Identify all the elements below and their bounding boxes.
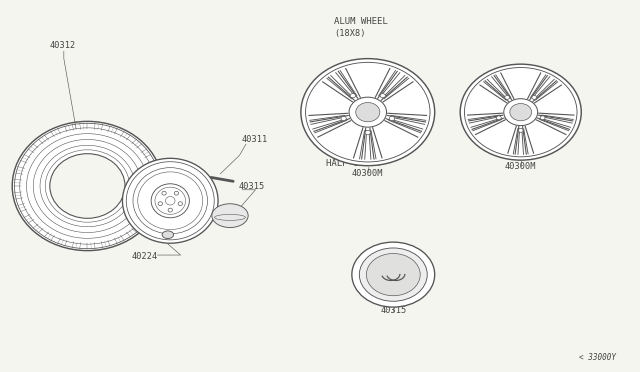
Ellipse shape bbox=[168, 208, 172, 212]
Ellipse shape bbox=[301, 59, 435, 166]
Ellipse shape bbox=[389, 116, 395, 121]
Ellipse shape bbox=[467, 70, 574, 154]
Ellipse shape bbox=[178, 202, 182, 206]
Ellipse shape bbox=[532, 96, 537, 99]
Ellipse shape bbox=[12, 121, 163, 251]
Text: 40311: 40311 bbox=[241, 135, 268, 144]
Ellipse shape bbox=[504, 99, 538, 126]
Ellipse shape bbox=[540, 116, 545, 120]
Text: 40315: 40315 bbox=[380, 306, 406, 315]
Text: < 33000Y: < 33000Y bbox=[579, 353, 616, 362]
Ellipse shape bbox=[174, 191, 179, 195]
Text: 40300M: 40300M bbox=[352, 169, 383, 178]
Ellipse shape bbox=[122, 158, 218, 243]
Ellipse shape bbox=[380, 93, 385, 98]
Ellipse shape bbox=[460, 64, 581, 160]
Ellipse shape bbox=[309, 65, 427, 159]
Ellipse shape bbox=[162, 191, 166, 195]
Ellipse shape bbox=[352, 242, 435, 307]
Text: 40315: 40315 bbox=[239, 182, 265, 191]
Text: 40312: 40312 bbox=[50, 41, 76, 49]
Ellipse shape bbox=[50, 154, 125, 218]
Text: 40300M: 40300M bbox=[505, 162, 536, 171]
Ellipse shape bbox=[166, 196, 175, 205]
Text: HALF COVER: HALF COVER bbox=[326, 159, 380, 168]
Ellipse shape bbox=[518, 128, 523, 132]
Ellipse shape bbox=[341, 116, 346, 121]
Ellipse shape bbox=[497, 116, 501, 120]
Ellipse shape bbox=[151, 184, 189, 218]
Ellipse shape bbox=[349, 97, 387, 127]
Text: (18X8): (18X8) bbox=[334, 29, 365, 38]
Ellipse shape bbox=[359, 248, 428, 301]
Text: 40224: 40224 bbox=[132, 252, 158, 261]
Ellipse shape bbox=[158, 202, 163, 206]
Ellipse shape bbox=[212, 204, 248, 228]
Ellipse shape bbox=[133, 168, 207, 234]
Text: ALUM WHEEL: ALUM WHEEL bbox=[334, 16, 388, 26]
Ellipse shape bbox=[365, 130, 371, 135]
Ellipse shape bbox=[350, 93, 356, 98]
Ellipse shape bbox=[510, 103, 532, 121]
Ellipse shape bbox=[366, 253, 420, 296]
Ellipse shape bbox=[162, 231, 173, 238]
Ellipse shape bbox=[356, 103, 380, 122]
Ellipse shape bbox=[505, 96, 509, 99]
